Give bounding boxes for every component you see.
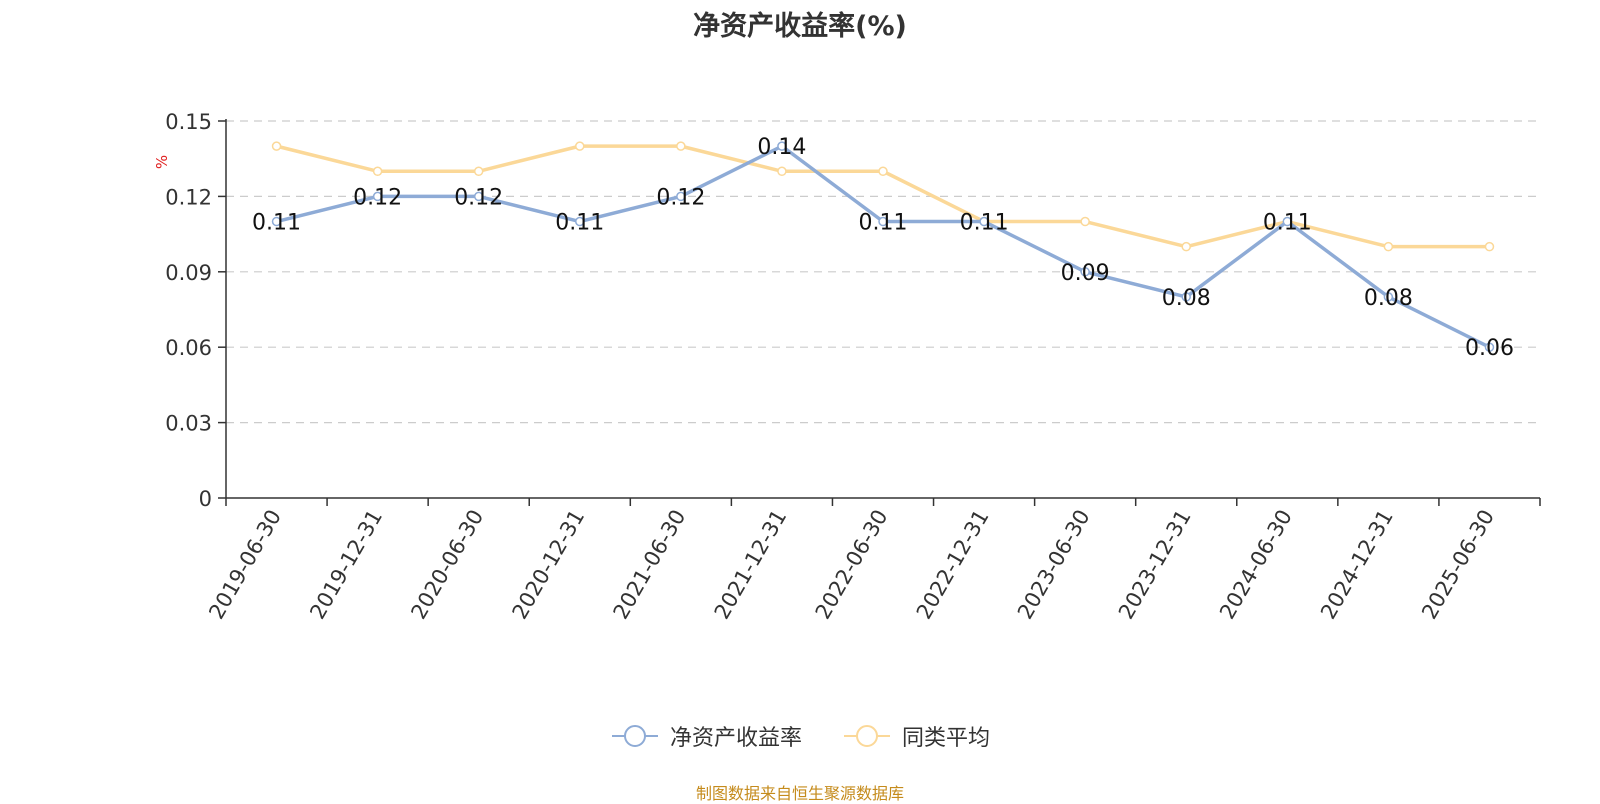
data-point-peer-average [271,141,282,151]
data-point-peer-average [777,166,787,177]
y-tick-label: 0 [199,487,212,511]
x-tick-label: 2020-12-31 [507,506,589,624]
data-point-roe [1282,216,1293,227]
legend: 净资产收益率 同类平均 [0,720,1600,752]
data-point-roe [676,191,686,202]
data-point-roe [575,216,585,227]
data-label: 0.08 [1162,286,1211,311]
data-point-peer-average [372,166,383,177]
data-point-roe [473,191,484,202]
data-point-peer-average [676,141,686,151]
data-point-peer-average [1484,241,1495,252]
data-point-roe [1383,292,1394,302]
y-tick-label: 0.06 [165,336,212,360]
data-label: 0.09 [1061,261,1110,286]
data-label: 0.11 [555,211,604,236]
data-point-peer-average [575,141,585,151]
data-label: 0.11 [859,211,908,236]
data-point-peer-average [1383,241,1394,252]
legend-item-peer-average[interactable]: 同类平均 [842,720,990,752]
x-tick-label: 2019-06-30 [204,506,286,624]
data-point-roe [777,141,787,151]
x-tick-label: 2021-06-30 [609,506,691,624]
data-point-roe [372,191,383,202]
grid-lines [226,120,1540,424]
data-point-peer-average [1080,216,1090,227]
series-lines [271,141,1495,352]
legend-item-roe[interactable]: 净资产收益率 [610,720,802,752]
data-point-peer-average [1181,241,1191,252]
data-point-roe [1181,292,1191,302]
x-tick-label: 2024-06-30 [1215,506,1297,624]
data-point-roe [979,216,989,227]
chart-title: 净资产收益率(%) [693,11,907,42]
legend-swatch-peer-average-icon [844,725,890,747]
x-tick-label: 2022-12-31 [912,506,994,624]
y-tick-label: 0.15 [165,110,212,134]
y-axis-unit-label: % [153,155,171,169]
data-label: 0.11 [1263,211,1312,236]
data-point-roe [878,216,888,227]
legend-label-peer-average: 同类平均 [902,726,991,751]
legend-swatch-roe-icon [611,725,658,747]
data-point-peer-average [878,166,888,177]
x-tick-label: 2025-06-30 [1417,506,1499,624]
data-labels: 0.11 0.12 0.12 0.11 0.12 0.14 0.11 0.11 0.09 0.08… [252,135,1514,361]
x-tick-label: 2023-12-31 [1114,506,1196,624]
y-tick-label: 0.09 [165,261,212,285]
data-point-peer-average [473,166,484,177]
data-label: 0.14 [757,135,806,160]
data-label: 0.11 [960,211,1009,236]
x-tick-label: 2019-12-31 [305,506,387,624]
data-label: 0.11 [252,211,301,236]
data-point-roe [1080,267,1090,277]
data-label: 0.12 [353,185,402,210]
data-point-roe [1484,342,1495,352]
series-line-roe [276,144,1491,349]
data-label: 0.12 [454,185,503,210]
data-label: 0.06 [1465,336,1514,361]
x-tick-label: 2022-06-30 [811,506,893,624]
y-tick-label: 0.03 [165,412,212,436]
data-label: 0.12 [656,185,705,210]
x-tick-label: 2024-12-31 [1316,506,1398,624]
x-tick-label: 2020-06-30 [406,506,488,624]
y-tick-label: 0.12 [165,185,212,209]
x-tick-label: 2023-06-30 [1013,506,1095,624]
data-label: 0.08 [1364,286,1413,311]
source-note: 制图数据来自恒生聚源数据库 [695,784,904,803]
legend-label-roe: 净资产收益率 [669,726,802,751]
x-tick-label: 2021-12-31 [710,506,792,624]
data-point-roe [271,216,282,227]
